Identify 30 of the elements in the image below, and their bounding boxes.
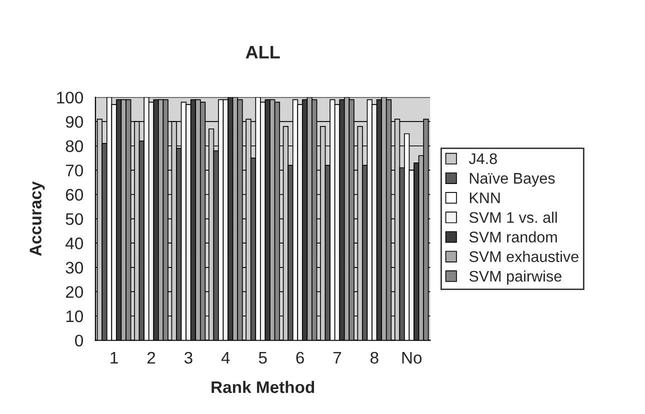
y-tick-label: 20 <box>66 286 84 298</box>
x-tick-label: 6 <box>296 352 304 364</box>
y-tick-label: 60 <box>66 188 84 201</box>
x-tick-label: 3 <box>184 352 192 364</box>
y-tick-label: 80 <box>66 140 84 152</box>
x-tick-label: 2 <box>147 352 156 364</box>
legend-label: J4.8 <box>468 153 497 164</box>
y-tick-label: 30 <box>66 262 84 274</box>
y-tick-label: 0 <box>75 334 84 347</box>
legend-label: SVM 1 vs. all <box>469 212 557 223</box>
y-tick-label: 100 <box>57 92 84 104</box>
x-tick-label: 4 <box>221 352 230 364</box>
x-tick-label: 5 <box>258 352 267 364</box>
x-tick-label: 8 <box>370 352 378 364</box>
x-tick-label: 7 <box>333 352 342 364</box>
y-tick-label: 10 <box>66 310 84 322</box>
x-axis-title: Rank Method <box>212 380 314 394</box>
legend-label: SVM pairwise <box>469 270 562 285</box>
legend-label: Naïve Bayes <box>470 173 555 187</box>
y-tick-label: 50 <box>66 213 84 225</box>
x-tick-label: 1 <box>110 352 118 364</box>
y-tick-label: 70 <box>66 164 84 176</box>
x-tick-label: No <box>402 352 422 364</box>
y-axis-title: Accuracy <box>30 181 45 256</box>
y-tick-label: 90 <box>66 116 84 128</box>
legend-label: KNN <box>470 192 500 204</box>
legend-label: SVM exhaustive <box>469 250 578 262</box>
y-tick-label: 40 <box>66 238 84 250</box>
legend-label: SVM random <box>469 231 557 242</box>
chart-title: ALL <box>246 46 280 58</box>
